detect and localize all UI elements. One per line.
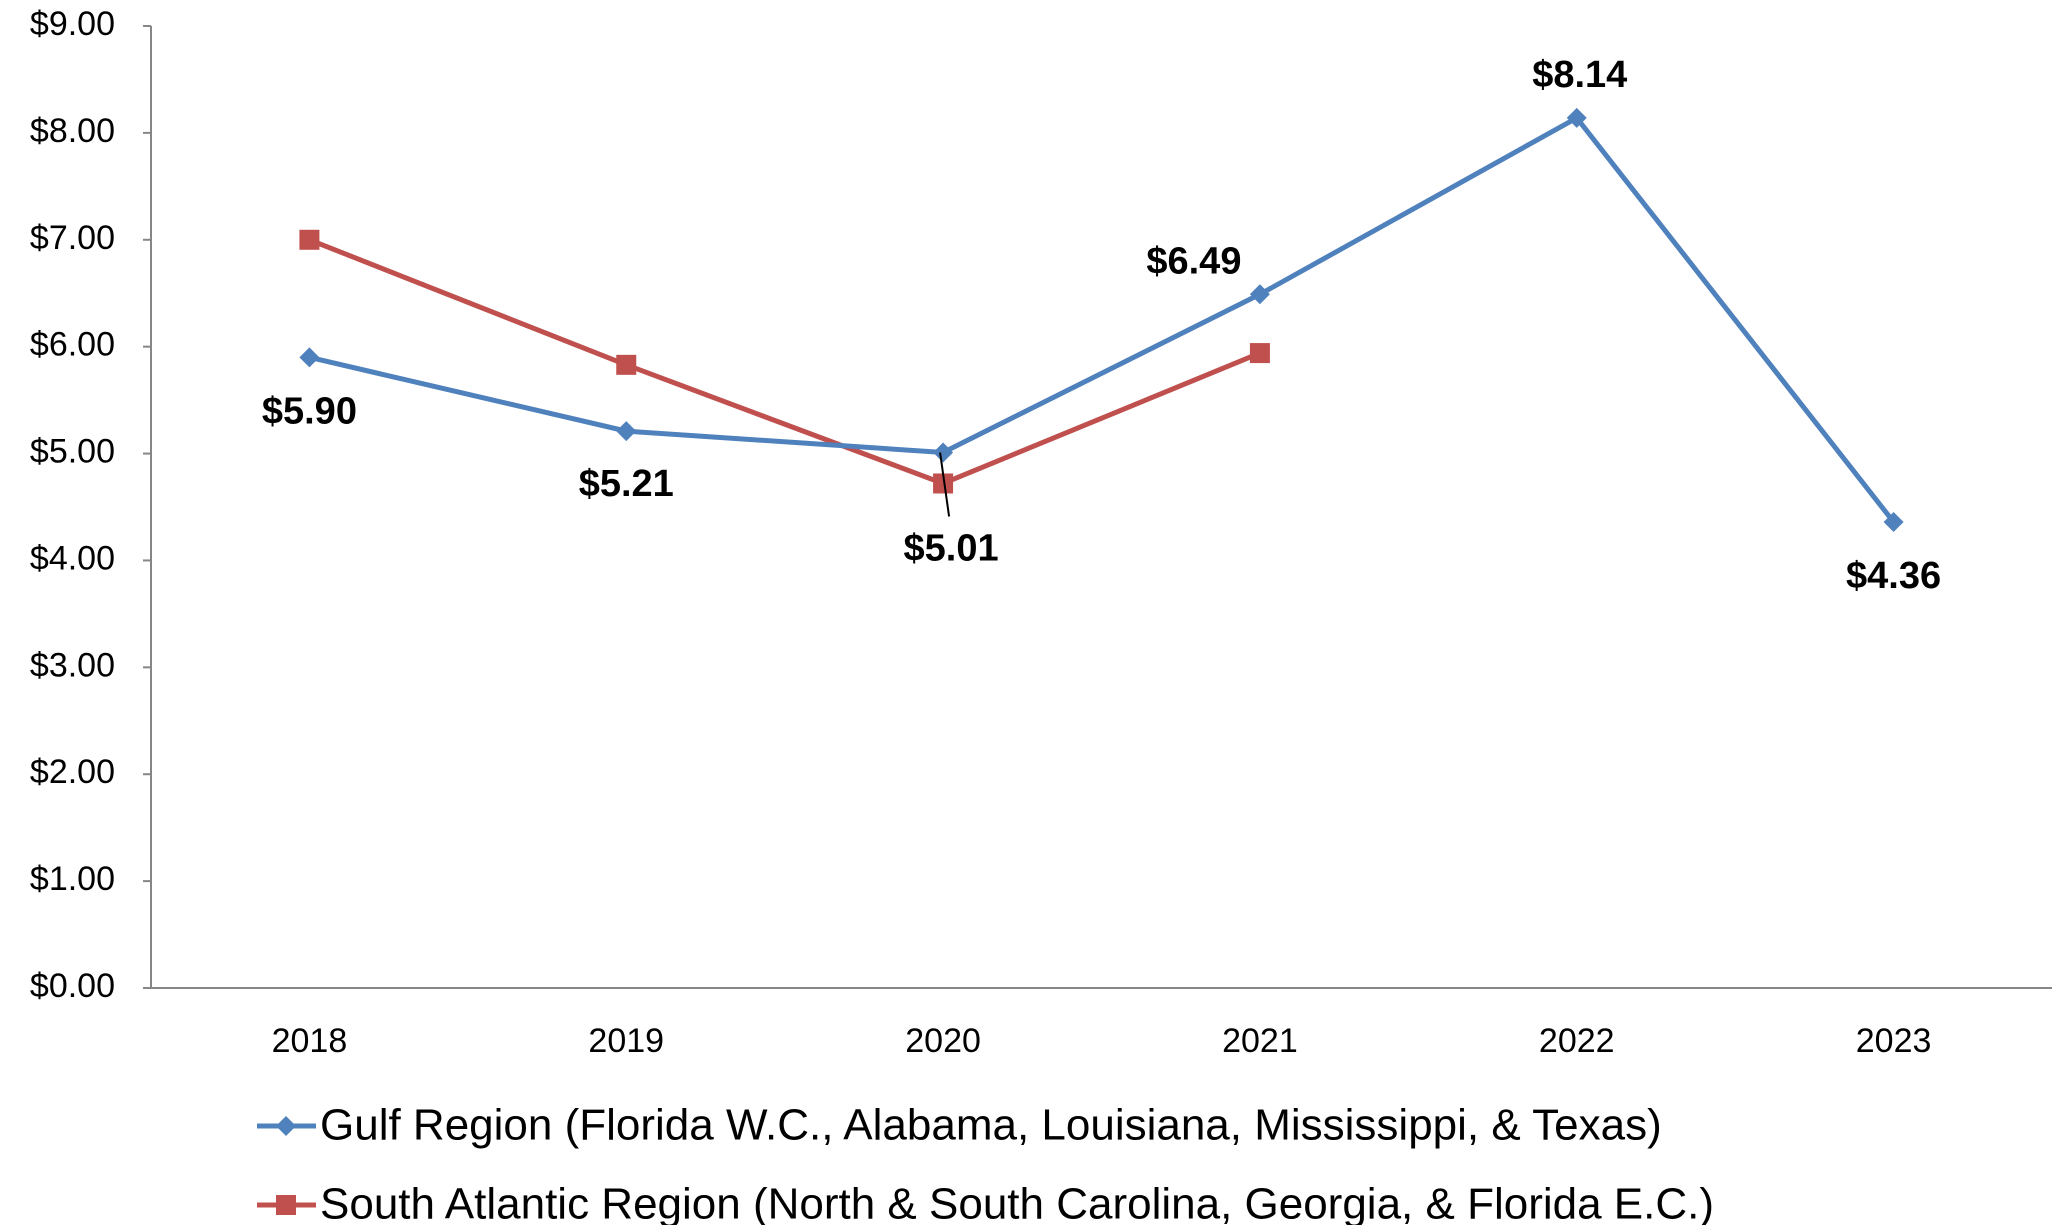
x-tick-label: 2022	[1539, 1022, 1615, 1060]
marker	[933, 473, 954, 494]
y-tick-label: $0.00	[30, 967, 115, 1005]
data-label: $5.01	[904, 528, 999, 570]
y-tick-label: $5.00	[30, 433, 115, 471]
x-tick-label: 2018	[272, 1022, 348, 1060]
y-tick-label: $2.00	[30, 753, 115, 791]
data-label: $4.36	[1846, 555, 1941, 597]
legend-marker	[276, 1116, 296, 1136]
marker	[616, 354, 637, 375]
data-label: $6.49	[1146, 240, 1241, 282]
y-tick-label: $9.00	[30, 5, 115, 43]
marker	[1566, 107, 1587, 128]
x-tick-label: 2020	[905, 1022, 981, 1060]
series-line	[308, 114, 1896, 524]
marker	[299, 347, 320, 368]
y-tick-label: $1.00	[30, 860, 115, 898]
x-tick-label: 2021	[1222, 1022, 1298, 1060]
marker	[1249, 284, 1270, 305]
marker	[1883, 511, 1904, 532]
x-tick-label: 2019	[588, 1022, 664, 1060]
y-tick-label: $3.00	[30, 646, 115, 684]
y-tick-label: $7.00	[30, 219, 115, 257]
x-tick-label: 2023	[1856, 1022, 1932, 1060]
marker	[1249, 343, 1270, 364]
leader-line	[939, 452, 951, 517]
y-tick-label: $6.00	[30, 326, 115, 364]
data-label: $5.21	[579, 463, 674, 505]
marker	[616, 421, 637, 442]
data-label: $5.90	[262, 390, 357, 432]
data-label: $8.14	[1532, 54, 1627, 96]
y-tick-label: $8.00	[30, 112, 115, 150]
legend-label: Gulf Region (Florida W.C., Alabama, Loui…	[320, 1101, 1662, 1150]
marker	[299, 229, 320, 250]
marker	[933, 442, 954, 463]
legend-marker	[276, 1195, 296, 1215]
series-line	[308, 237, 1261, 487]
legend-label: South Atlantic Region (North & South Car…	[320, 1180, 1714, 1225]
y-tick-label: $4.00	[30, 539, 115, 577]
